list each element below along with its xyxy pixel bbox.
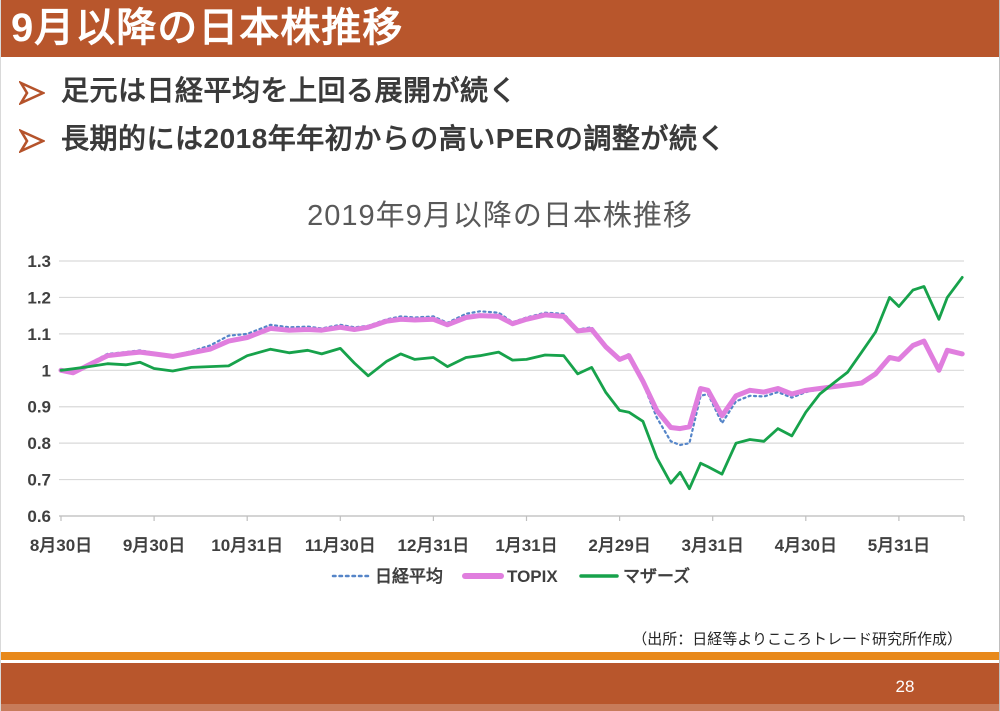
series-マザーズ bbox=[59, 276, 964, 491]
accent-stripe bbox=[1, 652, 999, 660]
svg-text:9月30日: 9月30日 bbox=[123, 536, 185, 555]
svg-text:1月31日: 1月31日 bbox=[495, 536, 557, 555]
svg-text:4月30日: 4月30日 bbox=[775, 536, 837, 555]
svg-text:0.9: 0.9 bbox=[27, 398, 51, 417]
legend-label-マザーズ: マザーズ bbox=[623, 566, 690, 586]
svg-text:0.7: 0.7 bbox=[27, 471, 51, 490]
gridlines bbox=[59, 260, 964, 517]
svg-text:10月31日: 10月31日 bbox=[211, 536, 283, 555]
svg-text:2月29日: 2月29日 bbox=[588, 536, 650, 555]
bullet-item: 足元は日経平均を上回る展開が続く bbox=[19, 74, 979, 108]
x-axis: 8月30日 9月30日 10月31日 11月30日 12月31日 1月31日 2月29日 3月… bbox=[30, 515, 965, 555]
series-TOPIX bbox=[58, 312, 965, 432]
arrow-bullet-icon bbox=[19, 129, 45, 153]
svg-text:1.1: 1.1 bbox=[27, 325, 51, 344]
arrow-bullet-icon bbox=[19, 81, 45, 105]
legend-label-日経平均: 日経平均 bbox=[375, 566, 443, 586]
svg-text:0.6: 0.6 bbox=[27, 507, 51, 526]
svg-text:1.3: 1.3 bbox=[27, 252, 51, 271]
svg-text:11月30日: 11月30日 bbox=[305, 536, 376, 555]
svg-text:8月30日: 8月30日 bbox=[30, 536, 92, 555]
slide-title: 9月以降の日本株推移 bbox=[11, 6, 404, 50]
bullet-text: 足元は日経平均を上回る展開が続く bbox=[61, 75, 518, 106]
bullet-text: 長期的には2018年年初からの高いPERの調整が続く bbox=[61, 123, 726, 154]
svg-text:3月31日: 3月31日 bbox=[682, 536, 744, 555]
legend-label-TOPIX: TOPIX bbox=[507, 567, 558, 586]
svg-text:1: 1 bbox=[42, 361, 51, 380]
series-日経平均 bbox=[59, 310, 964, 447]
y-axis-labels: 0.6 0.7 0.8 0.9 1 1.1 1.2 1.3 bbox=[27, 252, 51, 526]
bullet-list: 足元は日経平均を上回る展開が続く 長期的には2018年年初からの高いPERの調整… bbox=[19, 74, 979, 170]
page-number: 28 bbox=[895, 677, 915, 696]
chart-legend: 日経平均 TOPIX マザーズ bbox=[331, 566, 690, 586]
slide-title-bar: 9月以降の日本株推移 bbox=[1, 0, 999, 57]
stock-index-line-chart: 0.6 0.7 0.8 0.9 1 1.1 1.2 1.3 8月30日 9月30日 10月31日 11… bbox=[27, 252, 965, 586]
chart-title: 2019年9月以降の日本株推移 bbox=[307, 200, 693, 232]
bullet-item: 長期的には2018年年初からの高いPERの調整が続く bbox=[19, 122, 979, 156]
footer-light-strip bbox=[1, 704, 999, 711]
slide-footer-bar: 28 bbox=[1, 663, 999, 711]
svg-text:12月31日: 12月31日 bbox=[397, 536, 469, 555]
svg-text:5月31日: 5月31日 bbox=[868, 536, 930, 555]
svg-text:1.2: 1.2 bbox=[27, 288, 51, 307]
source-note: （出所：日経等よりこころトレード研究所作成） bbox=[632, 631, 962, 648]
svg-text:0.8: 0.8 bbox=[27, 434, 51, 453]
